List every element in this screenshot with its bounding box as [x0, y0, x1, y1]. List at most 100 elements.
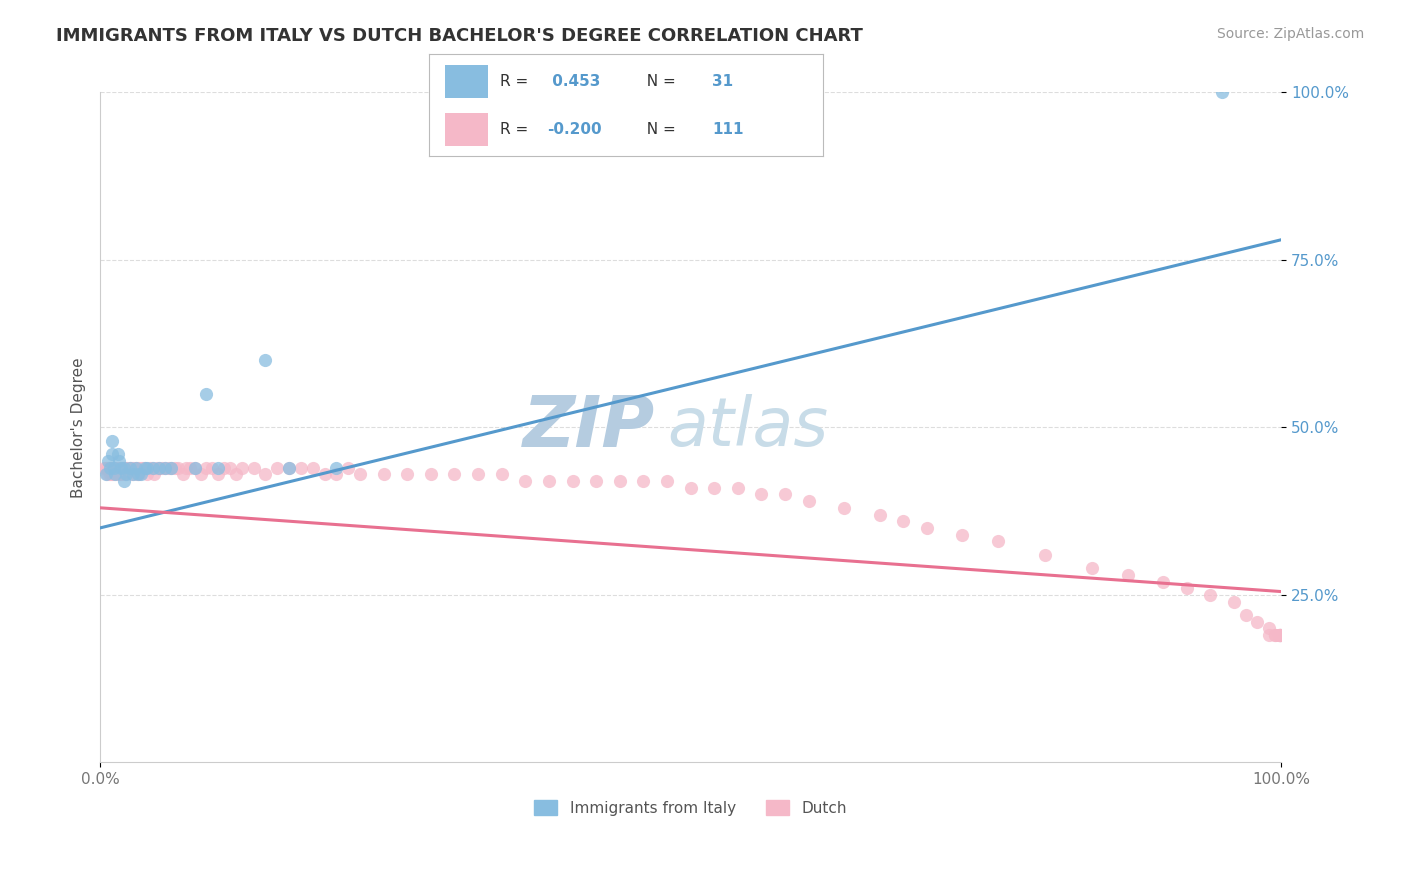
Point	[727, 481, 749, 495]
Point	[1258, 628, 1281, 642]
Point	[515, 474, 537, 488]
Point	[115, 460, 138, 475]
Point	[125, 467, 148, 482]
Text: ZIP: ZIP	[523, 392, 655, 462]
Point	[127, 460, 149, 475]
Point	[107, 460, 129, 475]
Point	[107, 447, 129, 461]
Point	[1234, 607, 1257, 622]
Text: 0.453: 0.453	[547, 74, 600, 88]
Point	[157, 460, 180, 475]
Point	[585, 474, 607, 488]
Point	[290, 460, 312, 475]
Point	[419, 467, 441, 482]
Text: 111: 111	[713, 122, 744, 137]
Point	[97, 454, 120, 468]
Point	[1246, 615, 1268, 629]
Point	[120, 460, 142, 475]
Point	[124, 460, 146, 475]
Point	[97, 460, 120, 475]
Point	[124, 460, 146, 475]
Point	[101, 460, 124, 475]
Point	[136, 460, 159, 475]
Point	[153, 460, 176, 475]
Point	[491, 467, 513, 482]
Point	[136, 467, 159, 482]
Point	[104, 467, 127, 482]
Point	[301, 460, 323, 475]
Point	[122, 460, 145, 475]
Point	[655, 474, 678, 488]
Point	[93, 460, 115, 475]
Point	[146, 460, 169, 475]
Point	[153, 460, 176, 475]
Point	[108, 467, 131, 482]
Point	[278, 460, 301, 475]
Point	[1267, 628, 1289, 642]
Point	[160, 460, 183, 475]
Point	[1033, 548, 1056, 562]
Point	[254, 353, 277, 368]
Point	[96, 467, 118, 482]
Point	[1223, 594, 1246, 608]
Text: N =: N =	[637, 74, 681, 88]
Point	[114, 467, 136, 482]
Point	[101, 467, 124, 482]
Point	[94, 467, 117, 482]
Point	[1268, 628, 1291, 642]
Point	[100, 460, 122, 475]
Point	[1264, 628, 1286, 642]
Point	[101, 447, 124, 461]
Point	[104, 460, 127, 475]
Point	[832, 500, 855, 515]
Point	[163, 460, 186, 475]
Point	[131, 460, 153, 475]
Point	[121, 467, 143, 482]
Point	[773, 487, 796, 501]
Point	[950, 527, 973, 541]
Text: R =: R =	[499, 74, 533, 88]
Point	[98, 467, 121, 482]
Point	[101, 460, 124, 475]
Point	[112, 460, 135, 475]
Point	[131, 467, 153, 482]
Point	[609, 474, 631, 488]
Point	[179, 460, 201, 475]
Point	[225, 467, 247, 482]
Point	[134, 460, 156, 475]
Point	[134, 460, 156, 475]
Point	[266, 460, 288, 475]
Point	[751, 487, 773, 501]
Point	[242, 460, 264, 475]
Point	[195, 387, 218, 401]
Point	[131, 460, 153, 475]
Point	[396, 467, 419, 482]
Point	[1267, 628, 1289, 642]
Text: -0.200: -0.200	[547, 122, 602, 137]
Point	[1264, 628, 1286, 642]
Point	[110, 460, 132, 475]
Point	[1152, 574, 1174, 589]
Point	[138, 460, 160, 475]
Point	[1211, 86, 1233, 100]
Point	[101, 434, 124, 448]
Point	[160, 460, 183, 475]
Bar	[444, 65, 488, 97]
Point	[443, 467, 465, 482]
Point	[143, 467, 166, 482]
Point	[201, 460, 224, 475]
Point	[122, 467, 145, 482]
Point	[105, 467, 128, 482]
Point	[1258, 622, 1281, 636]
Text: N =: N =	[637, 122, 681, 137]
Point	[325, 467, 347, 482]
Point	[108, 460, 131, 475]
Point	[349, 467, 371, 482]
Point	[891, 514, 914, 528]
Point	[1268, 628, 1291, 642]
Point	[278, 460, 301, 475]
Point	[118, 460, 141, 475]
Legend: Immigrants from Italy, Dutch: Immigrants from Italy, Dutch	[529, 794, 853, 822]
Point	[111, 460, 134, 475]
Point	[195, 460, 218, 475]
